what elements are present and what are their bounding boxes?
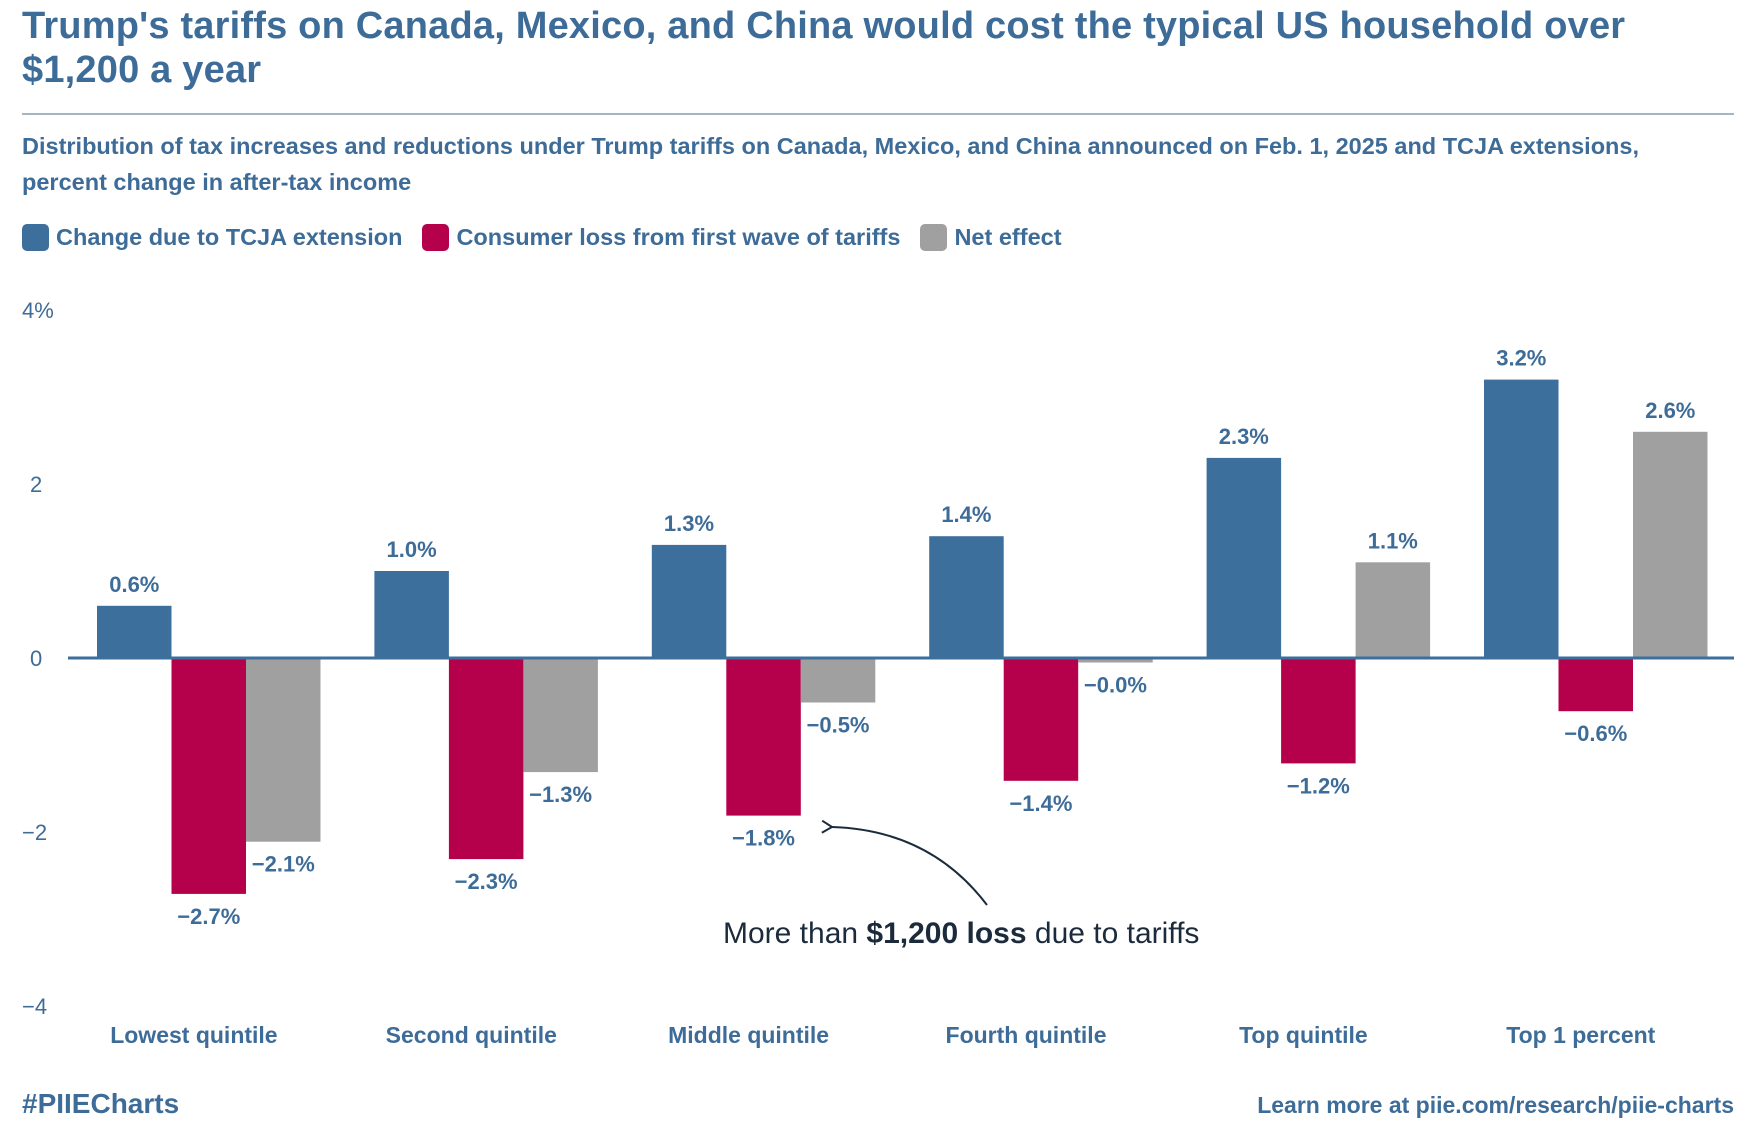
y-tick-label: 0 bbox=[30, 646, 42, 671]
value-label: −2.3% bbox=[455, 869, 518, 894]
category-label: Top quintile bbox=[1239, 1022, 1368, 1048]
y-tick-label: 2 bbox=[30, 472, 42, 497]
value-label: 1.0% bbox=[387, 537, 437, 562]
annotation: More than $1,200 loss due to tariffs bbox=[723, 819, 1199, 950]
category-labels: Lowest quintile Second quintile Middle qui… bbox=[110, 1022, 1655, 1048]
legend-swatch-net bbox=[920, 224, 948, 251]
title-divider bbox=[22, 113, 1734, 115]
tcja-bar bbox=[651, 544, 727, 658]
value-labels: 0.6% −2.7% −2.1% 1.0% −2.3% −1.3% 1.3% −1.8% −0.… bbox=[109, 346, 1695, 929]
legend-swatch-tcja bbox=[22, 224, 49, 251]
tariff-bar bbox=[1558, 659, 1633, 712]
value-label: 1.1% bbox=[1368, 528, 1418, 553]
chart-subtitle: Distribution of tax increases and reduct… bbox=[22, 133, 1640, 195]
value-label: 0.6% bbox=[109, 572, 159, 597]
legend-item-tariffs: Consumer loss from first wave of tariffs bbox=[422, 224, 900, 251]
tariff-bar bbox=[448, 659, 524, 860]
value-label: −1.8% bbox=[732, 826, 795, 851]
net-bar bbox=[800, 659, 876, 703]
annotation-suffix: due to tariffs bbox=[1027, 917, 1200, 950]
net-bar bbox=[1355, 562, 1431, 658]
net-bar bbox=[1633, 431, 1708, 658]
value-label: −1.4% bbox=[1009, 791, 1072, 816]
legend-label-net: Net effect bbox=[954, 224, 1062, 250]
annotation-bold: $1,200 loss bbox=[866, 917, 1026, 950]
chart-title: Trump's tariffs on Canada, Mexico, and C… bbox=[22, 5, 1626, 91]
footer-hashtag: #PIIECharts bbox=[22, 1088, 180, 1119]
legend-label-tcja: Change due to TCJA extension bbox=[56, 224, 403, 250]
legend-item-tcja: Change due to TCJA extension bbox=[22, 224, 402, 251]
legend-item-net: Net effect bbox=[920, 224, 1062, 251]
category-label: Top 1 percent bbox=[1506, 1022, 1655, 1048]
tcja-bar bbox=[1206, 457, 1282, 658]
value-label: 2.6% bbox=[1645, 398, 1695, 423]
value-label: 1.3% bbox=[664, 511, 714, 536]
value-label: 2.3% bbox=[1219, 424, 1269, 449]
value-label: −0.6% bbox=[1564, 721, 1627, 746]
net-bar bbox=[523, 659, 598, 773]
value-label: −0.0% bbox=[1084, 673, 1147, 698]
y-tick-label: −2 bbox=[22, 820, 47, 845]
bars bbox=[97, 379, 1708, 894]
tariff-bar bbox=[1281, 659, 1356, 764]
footer-link[interactable]: Learn more at piie.com/research/piie-cha… bbox=[1257, 1092, 1734, 1118]
tariff-bar bbox=[171, 659, 246, 894]
value-label: −2.1% bbox=[252, 852, 315, 877]
value-label: −1.3% bbox=[529, 782, 592, 807]
net-bar bbox=[246, 659, 321, 842]
value-label: 3.2% bbox=[1496, 346, 1546, 371]
y-tick-label: 4% bbox=[22, 298, 54, 323]
tcja-bar bbox=[1484, 379, 1559, 658]
value-label: −0.5% bbox=[807, 713, 870, 738]
category-label: Second quintile bbox=[386, 1022, 557, 1048]
category-label: Fourth quintile bbox=[946, 1022, 1107, 1048]
tcja-bar bbox=[374, 571, 449, 658]
annotation-arrow bbox=[821, 819, 988, 906]
tcja-bar bbox=[97, 605, 172, 658]
annotation-prefix: More than bbox=[723, 917, 866, 950]
value-label: 1.4% bbox=[941, 502, 991, 527]
annotation-text: More than $1,200 loss due to tariffs bbox=[723, 917, 1199, 950]
value-label: −1.2% bbox=[1287, 773, 1350, 798]
legend-label-tariffs: Consumer loss from first wave of tariffs bbox=[456, 224, 901, 250]
tariff-bar bbox=[726, 659, 801, 816]
tariff-bar bbox=[1003, 659, 1079, 781]
tcja-bar bbox=[929, 536, 1004, 658]
y-axis-ticks: 4% 2 0 −2 −4 bbox=[22, 298, 54, 1019]
legend-swatch-tariffs bbox=[422, 224, 450, 251]
value-label: −2.7% bbox=[177, 904, 240, 929]
y-tick-label: −4 bbox=[22, 994, 47, 1019]
net-bar bbox=[1078, 659, 1153, 663]
category-label: Middle quintile bbox=[668, 1022, 829, 1048]
category-label: Lowest quintile bbox=[110, 1022, 277, 1048]
legend: Change due to TCJA extension Consumer lo… bbox=[22, 224, 1082, 251]
